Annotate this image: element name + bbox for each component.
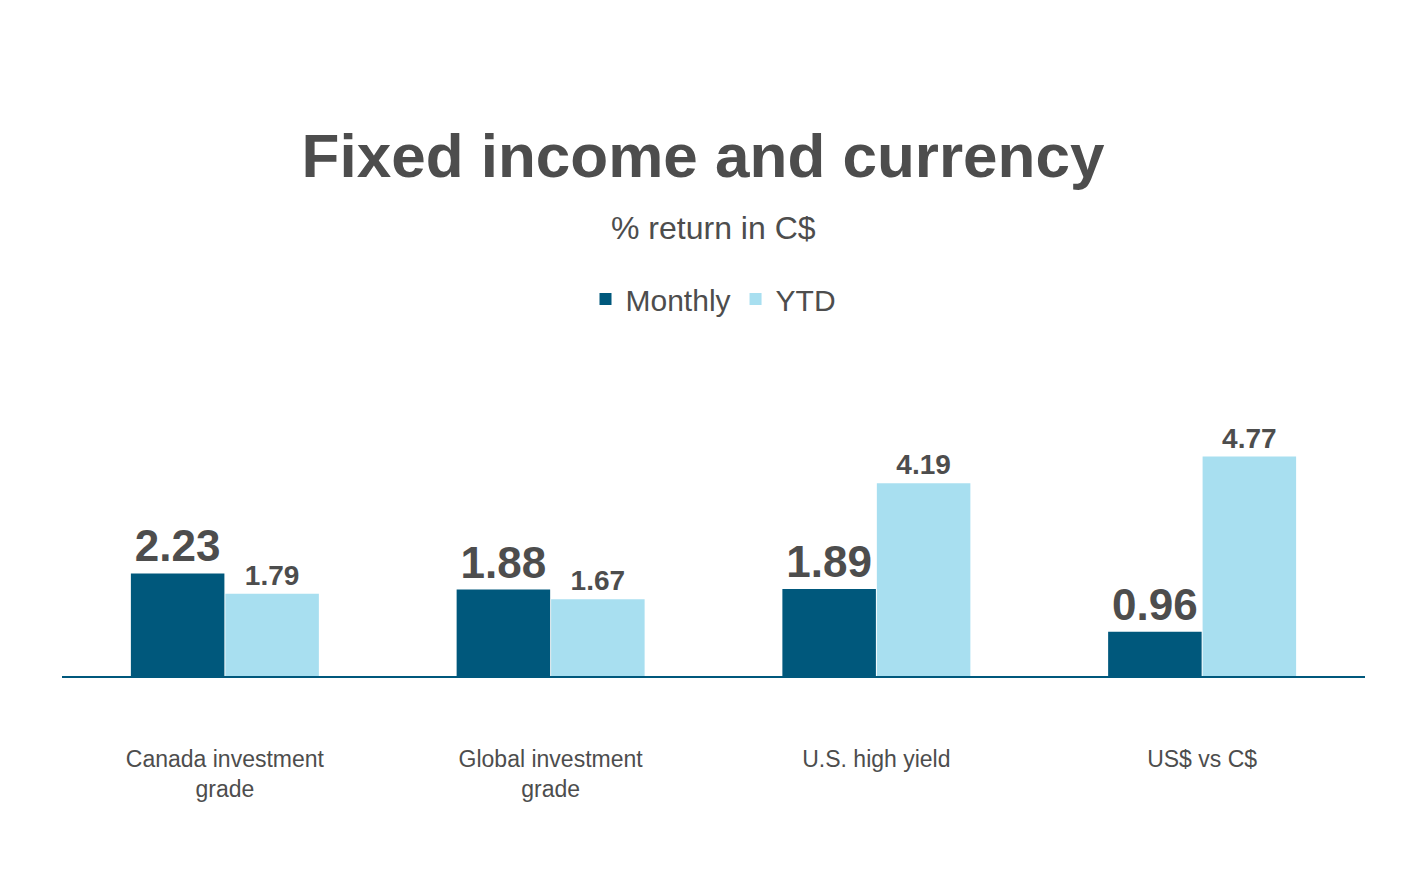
svg-text:1.67: 1.67 (571, 565, 626, 596)
svg-text:Fixed income and currency: Fixed income and currency (302, 121, 1105, 190)
svg-text:4.19: 4.19 (896, 449, 951, 480)
svg-text:Canada investmentgrade: Canada investmentgrade (126, 746, 325, 802)
svg-text:% return in C$: % return in C$ (611, 210, 816, 246)
svg-text:1.88: 1.88 (461, 538, 547, 587)
svg-text:2.23: 2.23 (135, 521, 221, 570)
svg-text:US$ vs C$: US$ vs C$ (1147, 746, 1257, 772)
svg-text:0.96: 0.96 (1112, 580, 1198, 629)
svg-text:1.89: 1.89 (786, 537, 872, 586)
svg-text:4.77: 4.77 (1222, 423, 1277, 454)
svg-text:Monthly: Monthly (626, 284, 731, 317)
svg-text:Global investmentgrade: Global investmentgrade (459, 746, 644, 802)
svg-text:1.79: 1.79 (245, 560, 299, 591)
svg-text:U.S. high yield: U.S. high yield (802, 746, 950, 772)
svg-text:YTD: YTD (776, 284, 836, 317)
